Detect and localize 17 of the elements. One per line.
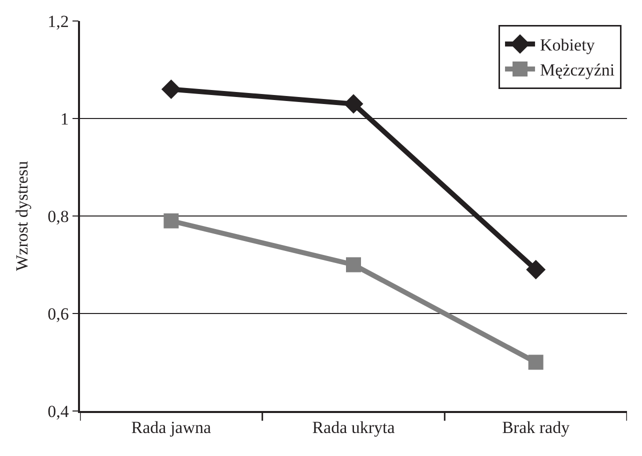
legend-label: Kobiety — [540, 36, 596, 55]
y-tick-label: 0,8 — [48, 206, 69, 226]
x-tick-label: Rada ukryta — [312, 418, 396, 438]
y-tick-label: 1 — [60, 109, 69, 128]
legend-label: Mężczyźni — [540, 60, 615, 80]
y-tick-label: 0,4 — [48, 402, 70, 421]
point — [528, 354, 544, 370]
x-tick-label: Brak rady — [502, 418, 570, 438]
point — [346, 257, 361, 272]
x-tick-label: Rada jawna — [131, 418, 212, 438]
point — [161, 80, 181, 99]
y-tick-label: 1,2 — [48, 12, 69, 31]
y-tick-label: 0,6 — [48, 304, 69, 324]
point — [164, 213, 179, 228]
point — [344, 94, 364, 114]
y-axis-title: Wzrost dystresu — [12, 160, 32, 272]
point — [526, 260, 546, 280]
